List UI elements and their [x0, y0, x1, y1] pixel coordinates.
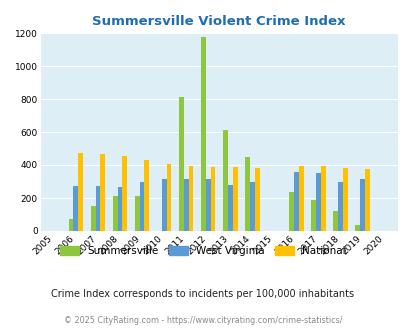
Bar	[161, 179, 166, 231]
Bar	[179, 97, 183, 231]
Bar	[298, 166, 303, 231]
Bar	[200, 37, 205, 231]
Bar	[320, 166, 325, 231]
Bar	[311, 201, 315, 231]
Bar	[245, 157, 249, 231]
Bar	[315, 173, 320, 231]
Bar	[100, 154, 105, 231]
Bar	[113, 196, 117, 231]
Bar	[342, 168, 347, 231]
Text: Crime Index corresponds to incidents per 100,000 inhabitants: Crime Index corresponds to incidents per…	[51, 289, 354, 299]
Bar	[144, 160, 149, 231]
Bar	[232, 168, 237, 231]
Bar	[337, 182, 342, 231]
Bar	[354, 225, 359, 231]
Bar	[205, 179, 210, 231]
Bar	[288, 192, 293, 231]
Bar	[364, 169, 369, 231]
Bar	[90, 206, 95, 231]
Bar	[254, 168, 259, 231]
Bar	[122, 156, 127, 231]
Bar	[134, 196, 139, 231]
Bar	[333, 211, 337, 231]
Legend: Summersville, West Virginia, National: Summersville, West Virginia, National	[56, 242, 349, 260]
Bar	[166, 164, 171, 231]
Bar	[249, 182, 254, 231]
Title: Summersville Violent Crime Index: Summersville Violent Crime Index	[92, 15, 345, 28]
Bar	[359, 179, 364, 231]
Bar	[188, 166, 193, 231]
Bar	[210, 167, 215, 231]
Bar	[293, 172, 298, 231]
Bar	[73, 185, 78, 231]
Text: © 2025 CityRating.com - https://www.cityrating.com/crime-statistics/: © 2025 CityRating.com - https://www.city…	[64, 316, 341, 325]
Bar	[139, 182, 144, 231]
Bar	[68, 219, 73, 231]
Bar	[222, 130, 227, 231]
Bar	[117, 187, 122, 231]
Bar	[227, 185, 232, 231]
Bar	[78, 153, 83, 231]
Bar	[183, 179, 188, 231]
Bar	[95, 185, 100, 231]
